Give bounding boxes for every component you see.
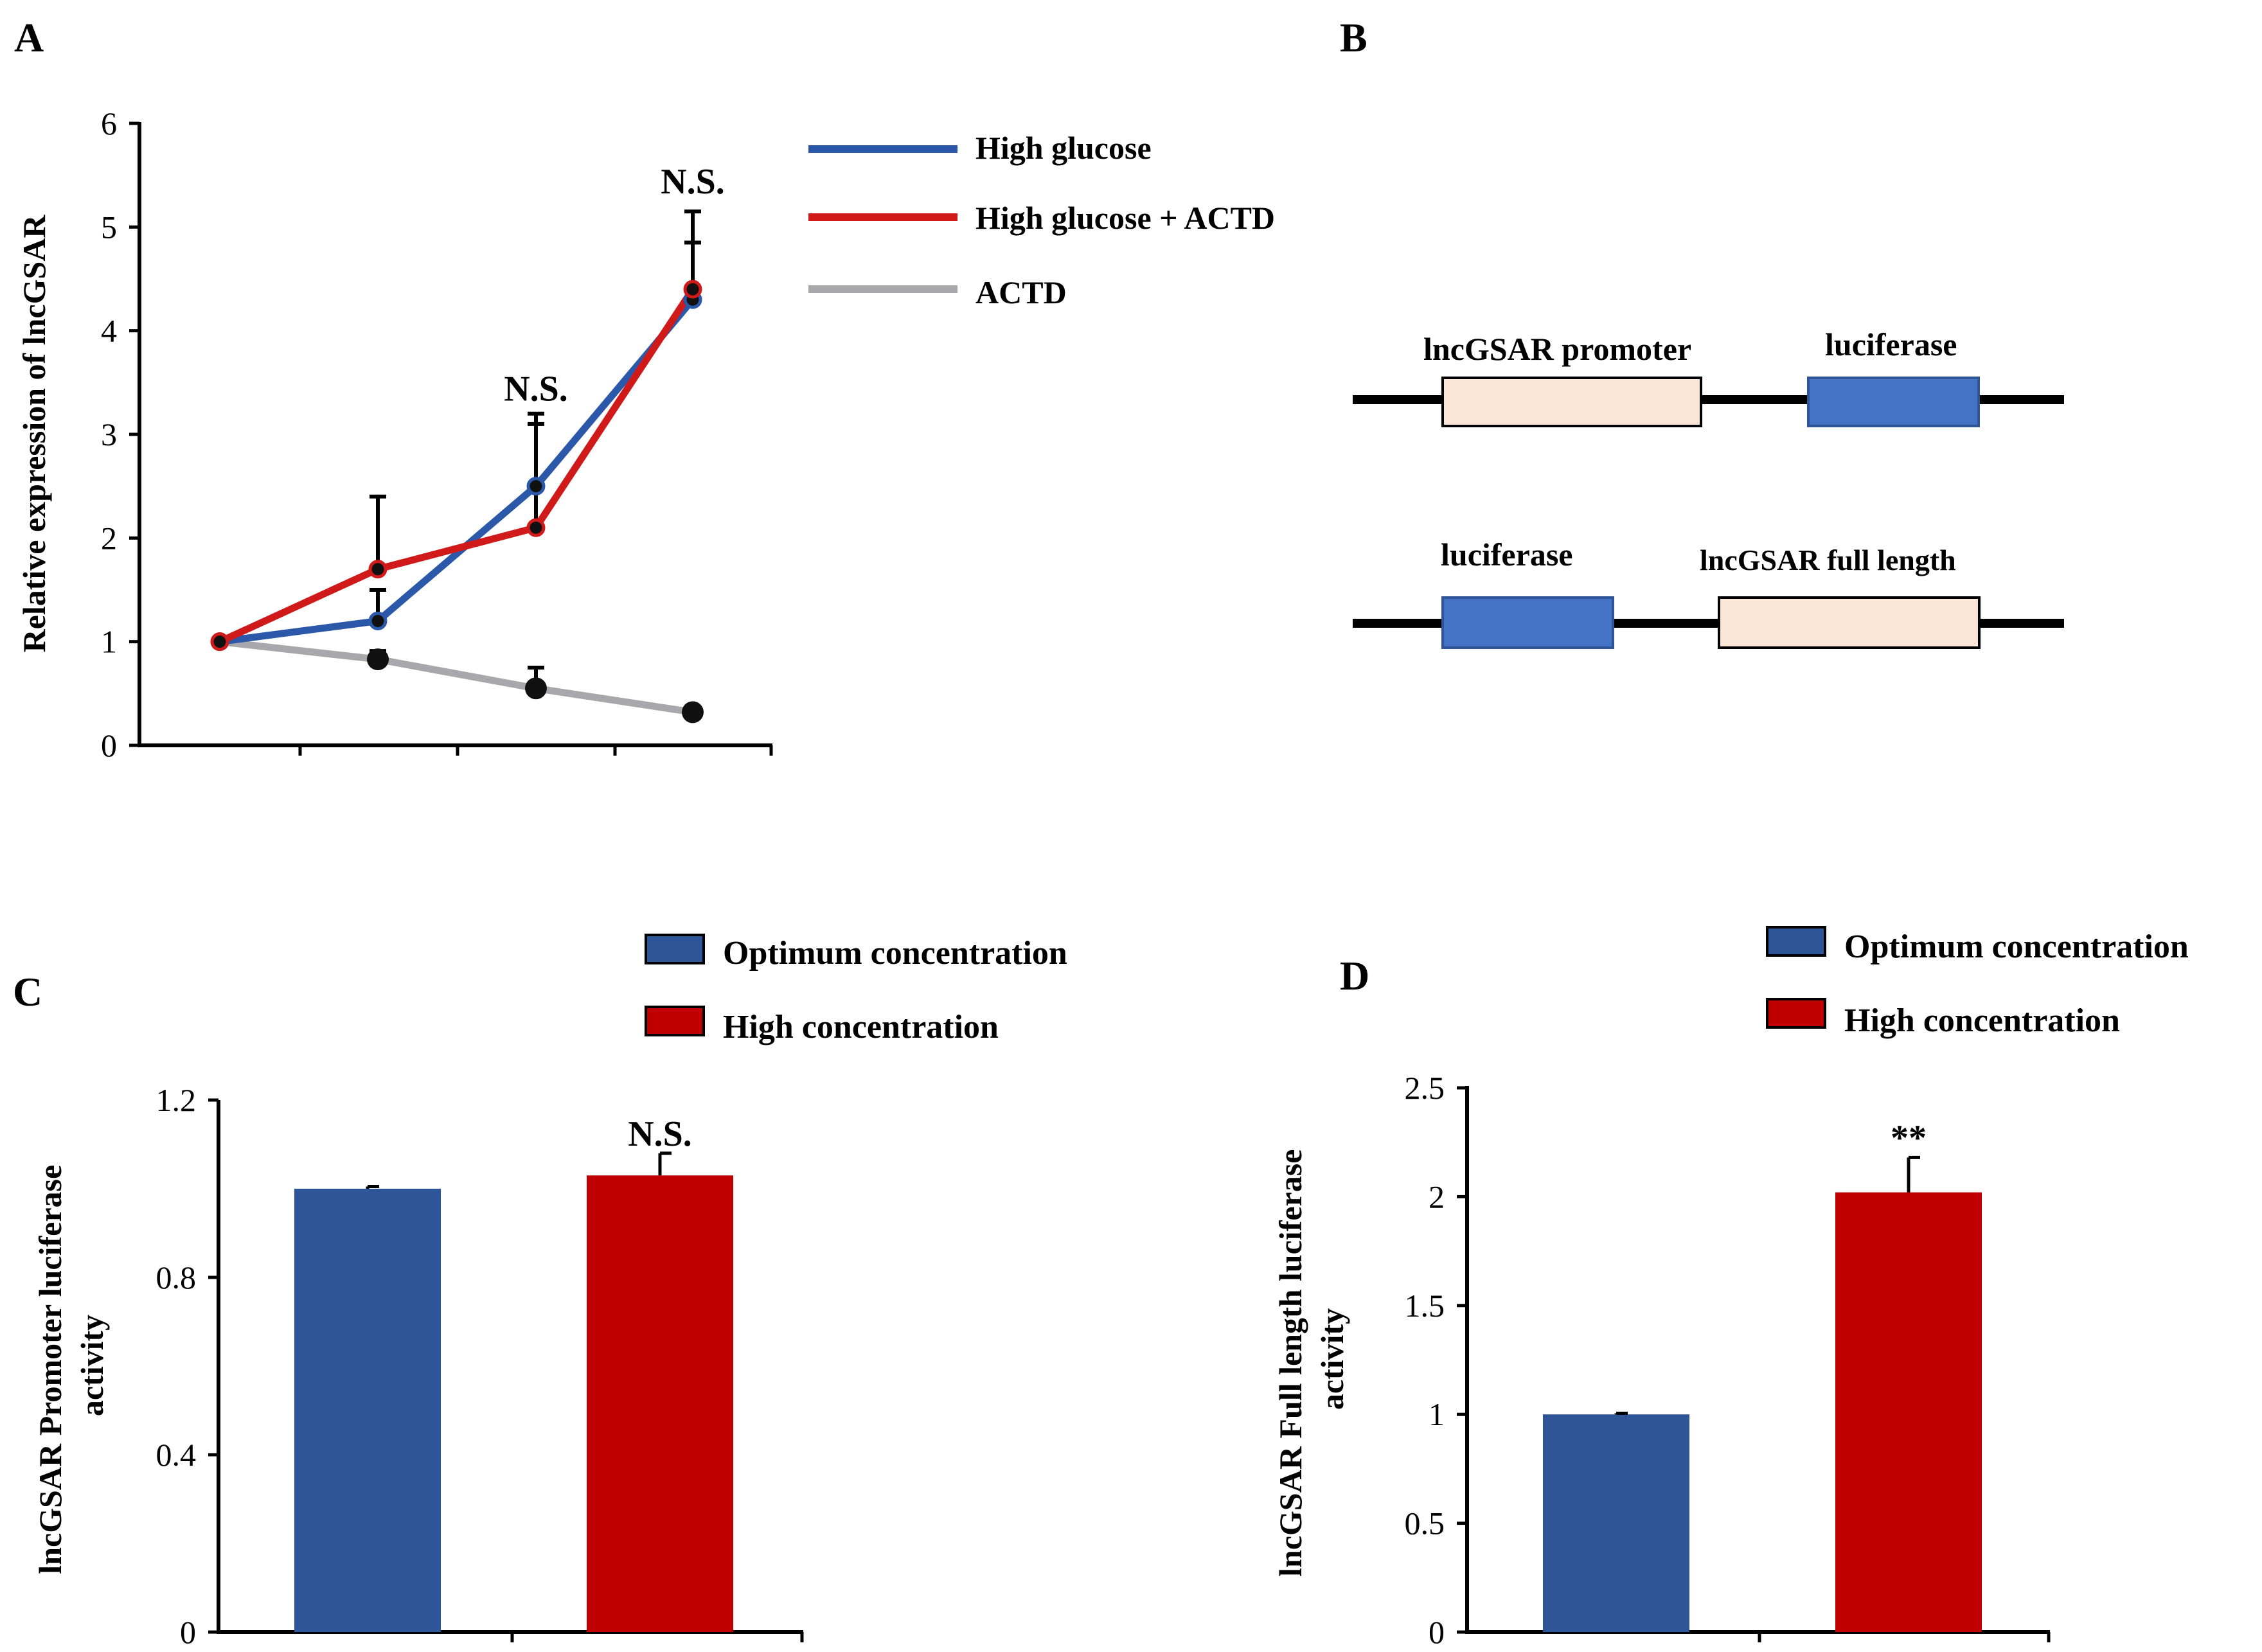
chart-a-series-line [219,638,693,716]
chart-a-data-point [210,632,229,652]
chart-c-bar [294,1189,441,1632]
construct-1-promoter-label: lncGSAR promoter [1423,331,1691,367]
legend-d-label-optimum: Optimum concentration [1844,928,2189,965]
chart-a-series-line [219,297,696,646]
chart-c-y-tick-label: 0.4 [156,1437,197,1473]
chart-a-y-tick-label: 3 [101,416,117,452]
chart-d-y-axis-label-line-1: lncGSAR Full length luciferase [1272,1150,1308,1577]
legend-c-label-high: High concentration [723,1009,999,1045]
chart-c-y-axis-label: lncGSAR Promoter luciferase activity [32,1157,110,1574]
chart-a-data-point [526,518,546,537]
chart-a-y-tick-label: 6 [101,105,117,141]
chart-a-data-point [367,648,389,671]
chart-c-y-axis-label-line-1: lncGSAR Promoter luciferase [32,1165,68,1574]
chart-d-bars: ** [1543,1118,1982,1632]
chart-d-y-tick-label: 0.5 [1405,1505,1445,1541]
chart-a-data-point [368,560,387,579]
chart-a-y-tick-label: 5 [101,209,117,245]
chart-a-data-point [525,677,547,700]
chart-a-data-point [368,611,387,630]
chart-d-bar [1835,1192,1982,1632]
chart-a-axes [138,122,773,756]
chart-a-series-line [218,287,696,645]
chart-d-y-tick-label: 1 [1429,1396,1445,1432]
chart-d-y-tick-label: 0 [1429,1614,1445,1650]
chart-a-y-axis-label: Relative expression of lncGSAR [16,215,52,653]
chart-a-y-ticks: 0 1 2 3 4 5 6 [101,105,139,763]
chart-a-data-point [682,701,704,724]
legend-c-label-optimum: Optimum concentration [723,935,1067,972]
panel-label-c: C [13,969,42,1015]
legend-d-swatch-high [1766,998,1826,1029]
chart-c-y-tick-label: 0 [180,1614,196,1650]
chart-d: Optimum concentration High concentration… [1272,926,2189,1650]
chart-c-bar [587,1175,733,1632]
construct-1-luciferase-box [1807,377,1980,427]
chart-d-y-tick-label: 2.5 [1405,1070,1445,1106]
panel-label-d: D [1340,953,1369,999]
chart-d-y-ticks: 0 0.5 1 1.5 2 2.5 [1405,1070,1467,1650]
construct-full-length: luciferase lncGSAR full length [1353,537,2064,649]
panel-label-a: A [14,15,44,60]
chart-c-legend: Optimum concentration High concentration [645,934,1067,1045]
legend-a-label-high-glucose: High glucose [975,130,1152,166]
chart-c-y-ticks: 0 0.4 0.8 1.2 [156,1082,218,1650]
legend-d-swatch-optimum [1766,926,1826,957]
chart-a-annotation: N.S. [504,369,568,409]
chart-a: 0 1 2 3 4 5 6 Relative expression of lncGSAR N… [16,105,1275,763]
chart-c-bars: N.S. [294,1114,733,1632]
chart-a-y-tick-label: 4 [101,313,117,349]
legend-c-swatch-high [645,1006,705,1036]
legend-d-label-high: High concentration [1844,1002,2120,1039]
chart-a-series [210,209,704,724]
chart-d-y-tick-label: 1.5 [1405,1288,1445,1324]
construct-2-full-length-label: lncGSAR full length [1700,544,1956,576]
chart-d-y-axis-label: lncGSAR Full length luciferase activity [1272,1141,1350,1577]
construct-2-luciferase-box [1441,596,1614,649]
construct-1-promoter-box [1441,377,1702,427]
chart-a-y-tick-label: 2 [101,520,117,556]
chart-a-legend: High glucose High glucose + ACTD ACTD [808,130,1275,310]
construct-2-luciferase-label: luciferase [1441,537,1572,573]
legend-a-label-actd: ACTD [975,274,1067,310]
chart-a-y-tick-label: 0 [101,727,117,763]
chart-a-data-point [683,280,702,299]
panel-label-b: B [1340,15,1367,60]
diagram-b: lncGSAR promoter luciferase luciferase l… [1353,326,2064,649]
chart-a-annotation: N.S. [661,162,725,202]
construct-1-luciferase-label: luciferase [1825,326,1957,362]
chart-d-y-tick-label: 2 [1429,1178,1445,1214]
legend-c-swatch-optimum [645,934,705,964]
chart-c-annotation: N.S. [628,1114,692,1154]
construct-2-full-length-box [1718,596,1981,649]
chart-c-y-tick-label: 1.2 [156,1082,197,1118]
chart-d-bar [1543,1414,1689,1632]
chart-a-y-tick-label: 1 [101,624,117,660]
chart-d-legend: Optimum concentration High concentration [1766,926,2189,1039]
chart-c-y-axis-label-line-2: activity [74,1315,110,1416]
legend-a-label-high-glucose-actd: High glucose + ACTD [975,200,1275,236]
chart-c: Optimum concentration High concentration… [32,934,1067,1650]
chart-d-y-axis-label-line-2: activity [1314,1308,1350,1410]
chart-a-annotations: N.S. N.S. [504,162,725,409]
construct-promoter: lncGSAR promoter luciferase [1353,326,2064,427]
chart-c-y-tick-label: 0.8 [156,1259,197,1295]
chart-d-annotation: ** [1891,1118,1927,1158]
chart-a-data-point [526,477,546,496]
